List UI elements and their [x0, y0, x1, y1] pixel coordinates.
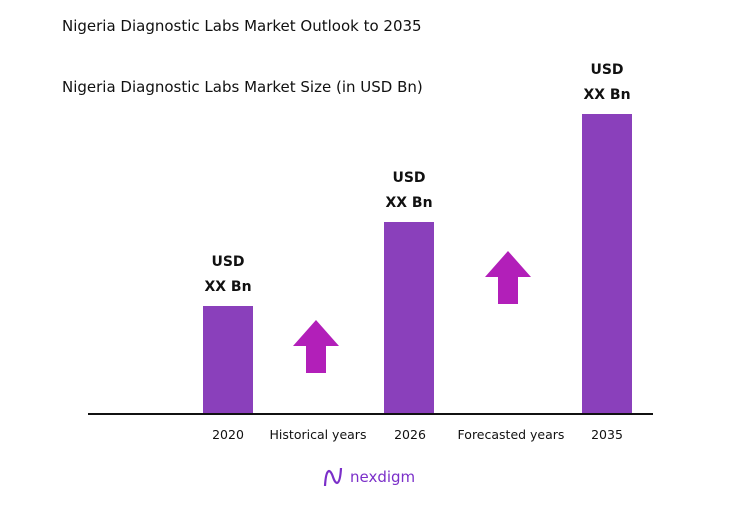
bar-2020: [203, 306, 253, 414]
data-label-line: USD: [211, 254, 245, 270]
chart-title: Nigeria Diagnostic Labs Market Size (in …: [62, 78, 423, 96]
page-title: Nigeria Diagnostic Labs Market Outlook t…: [62, 17, 422, 35]
up-arrow-icon: [293, 320, 339, 373]
bar-2035: [582, 114, 632, 414]
x-tick-label: 2026: [394, 427, 426, 442]
data-label: USD XX Bn: [369, 166, 449, 216]
period-label-forecasted: Forecasted years: [457, 427, 565, 442]
period-label-historical: Historical years: [269, 427, 367, 442]
data-label-line: XX Bn: [204, 279, 252, 295]
logo: nexdigm: [322, 466, 415, 488]
x-tick-label: 2020: [212, 427, 244, 442]
x-tick-label: 2035: [591, 427, 623, 442]
x-axis-line: [88, 413, 653, 415]
bar-2026: [384, 222, 434, 414]
logo-text: nexdigm: [350, 468, 416, 486]
data-label-line: XX Bn: [583, 87, 631, 103]
up-arrow-icon: [485, 251, 531, 304]
data-label: USD XX Bn: [188, 250, 268, 300]
data-label: USD XX Bn: [567, 58, 647, 108]
data-label-line: XX Bn: [385, 195, 433, 211]
data-label-line: USD: [590, 62, 624, 78]
data-label-line: USD: [392, 170, 426, 186]
nexdigm-logo-icon: [323, 467, 343, 487]
